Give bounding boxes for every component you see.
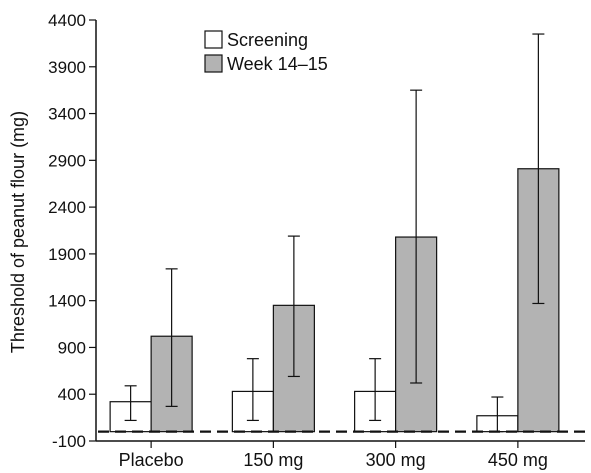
legend: Screening Week 14–15 bbox=[204, 30, 328, 74]
y-tick-label: 900 bbox=[58, 338, 86, 357]
x-tick-label: 450 mg bbox=[488, 450, 548, 470]
y-tick-label: 2400 bbox=[48, 198, 86, 217]
y-tick-label: 4400 bbox=[48, 11, 86, 30]
y-tick-label: 3400 bbox=[48, 105, 86, 124]
y-tick-label: 1400 bbox=[48, 292, 86, 311]
y-tick-label: 400 bbox=[58, 385, 86, 404]
x-tick-label: Placebo bbox=[119, 450, 184, 470]
legend-label-week: Week 14–15 bbox=[227, 54, 328, 74]
y-tick-label: 2900 bbox=[48, 151, 86, 170]
x-tick-label: 300 mg bbox=[366, 450, 426, 470]
x-tick-label: 150 mg bbox=[243, 450, 303, 470]
y-tick-label: 3900 bbox=[48, 58, 86, 77]
y-axis-title: Threshold of peanut flour (mg) bbox=[8, 111, 28, 353]
legend-swatch-week bbox=[204, 54, 223, 73]
y-tick-label: 1900 bbox=[48, 245, 86, 264]
legend-label-screening: Screening bbox=[227, 30, 308, 50]
y-tick-label: -100 bbox=[52, 432, 86, 451]
legend-swatch-screening bbox=[204, 30, 223, 49]
